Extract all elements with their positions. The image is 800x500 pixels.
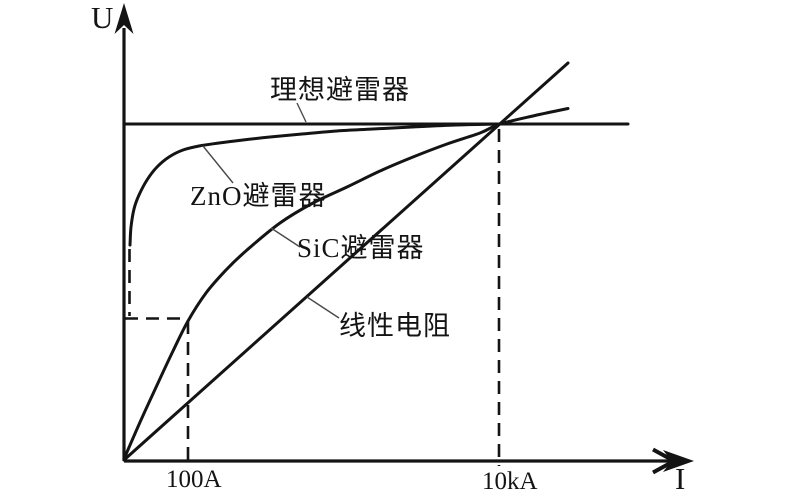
curve-label-ideal-arrester: 理想避雷器 [270, 75, 410, 105]
curve-label-linear-resistor: 线性电阻 [339, 311, 451, 341]
curve-label-sic-arrester: SiC避雷器 [297, 233, 425, 263]
y-axis-label: U [91, 0, 114, 35]
curve-label-zno-arrester: ZnO避雷器 [190, 181, 327, 211]
x-axis-label: I [675, 461, 686, 496]
x-tick-label-100A: 100A [166, 466, 222, 493]
x-tick-label-10kA: 10kA [482, 468, 538, 495]
